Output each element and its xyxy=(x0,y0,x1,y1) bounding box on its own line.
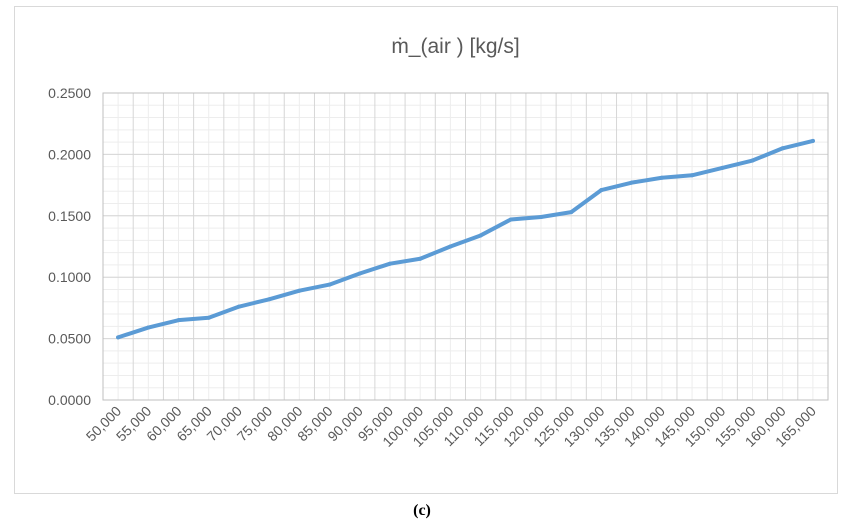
data-point xyxy=(236,304,241,309)
data-point xyxy=(690,173,695,178)
y-tick-label: 0.2500 xyxy=(48,85,91,101)
data-point xyxy=(750,158,755,163)
chart-frame: ṁ_(air ) [kg/s] 0.0000 0.0500 0.1000 0.1500 0… xyxy=(14,6,838,494)
y-tick-label: 0.0500 xyxy=(48,331,91,347)
line-chart: ṁ_(air ) [kg/s] 0.0000 0.0500 0.1000 0.1500 0… xyxy=(48,35,829,450)
data-point xyxy=(539,215,544,220)
plot-area xyxy=(102,92,829,401)
y-tick-label: 0.1000 xyxy=(48,269,91,285)
data-point xyxy=(569,210,574,215)
chart-title: ṁ_(air ) [kg/s] xyxy=(391,35,519,58)
y-tick-label: 0.1500 xyxy=(48,208,91,224)
data-point xyxy=(387,261,392,266)
data-point xyxy=(327,282,332,287)
data-point xyxy=(418,256,423,261)
y-tick-label: 0.2000 xyxy=(48,146,91,162)
data-point xyxy=(206,315,211,320)
data-point xyxy=(357,271,362,276)
data-point xyxy=(659,175,664,180)
data-point xyxy=(508,217,513,222)
data-point xyxy=(478,233,483,238)
data-point xyxy=(116,335,121,340)
data-point xyxy=(629,180,634,185)
data-point xyxy=(720,165,725,170)
data-point xyxy=(297,288,302,293)
data-point xyxy=(599,188,604,193)
data-point xyxy=(267,297,272,302)
y-tick-label: 0.0000 xyxy=(48,392,91,408)
figure-caption: (c) xyxy=(413,502,431,519)
data-point xyxy=(146,325,151,330)
data-point xyxy=(810,138,815,143)
data-point xyxy=(448,244,453,249)
series-line xyxy=(116,138,815,340)
data-point xyxy=(176,318,181,323)
data-point xyxy=(780,146,785,151)
